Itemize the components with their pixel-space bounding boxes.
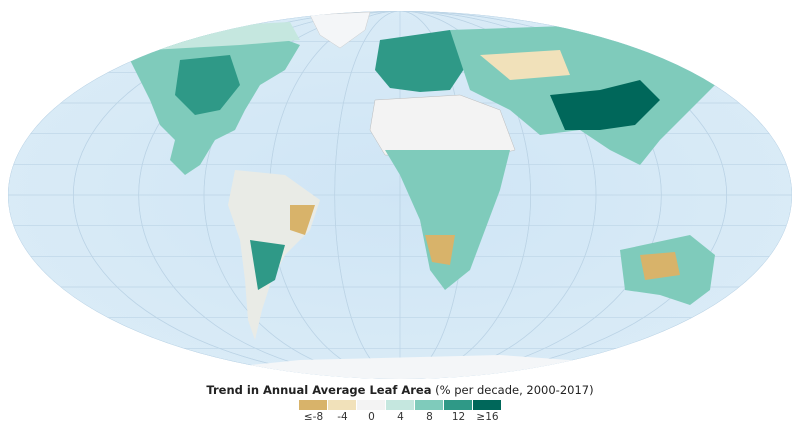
legend-swatch xyxy=(444,400,472,410)
legend-swatches xyxy=(299,400,502,410)
asia-brown xyxy=(480,50,570,80)
legend-ticks: ≤-8 -4 0 4 8 12 ≥16 xyxy=(299,411,502,423)
legend-tick-label: 8 xyxy=(426,411,433,423)
legend-tick-label: ≥16 xyxy=(476,411,499,423)
brazil-brown xyxy=(290,205,315,235)
legend-swatch xyxy=(299,400,327,410)
legend-title-units: (% per decade, 2000-2017) xyxy=(435,383,594,397)
legend-tick-label: 4 xyxy=(397,411,404,423)
legend-swatch xyxy=(328,400,356,410)
legend-title-main: Trend in Annual Average Leaf Area xyxy=(206,383,432,397)
legend-title: Trend in Annual Average Leaf Area (% per… xyxy=(0,383,800,397)
asia-dense xyxy=(550,80,660,130)
africa-brown xyxy=(425,235,455,265)
north-america-dense xyxy=(175,55,240,115)
legend-tick-label: ≤-8 xyxy=(303,411,324,423)
europe xyxy=(375,30,470,92)
south-america-green xyxy=(250,240,285,290)
continents xyxy=(120,11,730,379)
legend-swatch xyxy=(386,400,414,410)
legend-tick-label: 12 xyxy=(451,411,466,423)
legend-swatch xyxy=(415,400,443,410)
africa-south xyxy=(385,150,510,290)
world-map xyxy=(8,11,792,379)
legend-swatch xyxy=(357,400,385,410)
legend-tick-label: 0 xyxy=(368,411,375,423)
australia-brown xyxy=(640,252,680,280)
legend-tick-label: -4 xyxy=(337,411,348,423)
legend-swatch xyxy=(473,400,501,410)
greenland xyxy=(309,11,371,49)
